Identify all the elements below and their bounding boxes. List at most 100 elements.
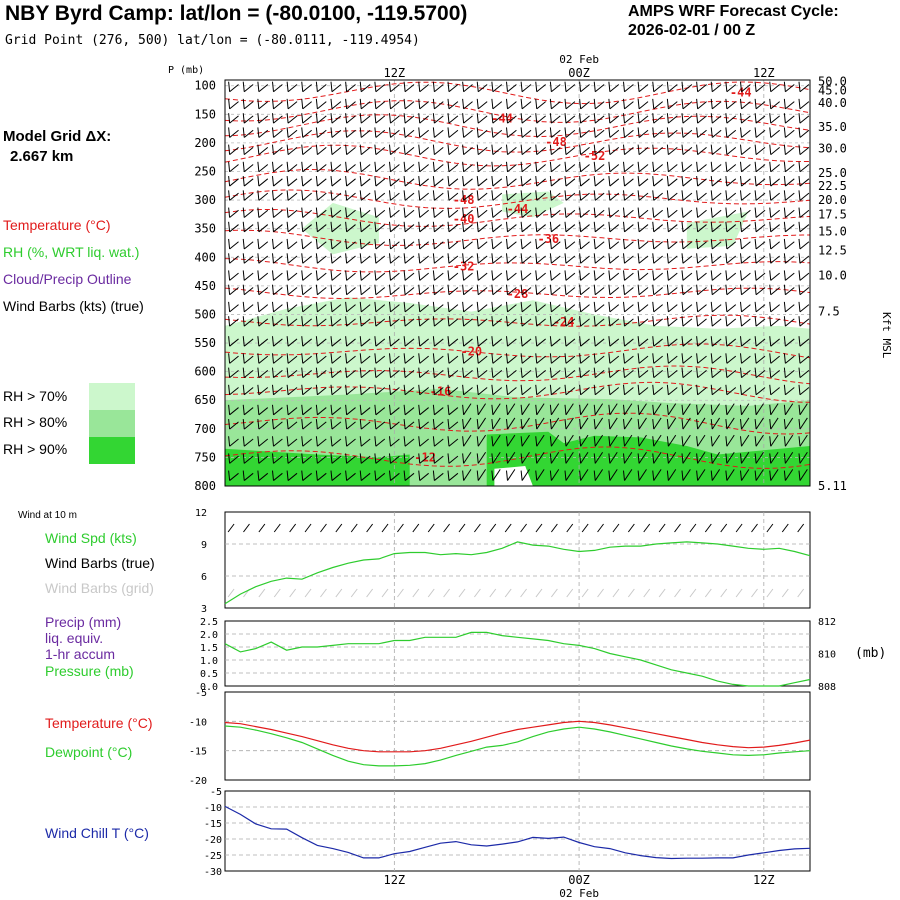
wind-barb-shaft [477, 255, 488, 264]
wind-barb-flag [403, 253, 406, 264]
wind-barb-flag [783, 176, 786, 187]
wind-barb-true [704, 523, 712, 533]
wind-barb [491, 403, 501, 416]
wind-barb-shaft [609, 417, 618, 430]
wind-barb-shaft [594, 146, 605, 156]
wind-barb-flag [388, 453, 391, 464]
wind-barb [710, 316, 722, 327]
wind-barb [783, 417, 794, 430]
wind-barb [432, 436, 444, 447]
wind-barb-flag [315, 404, 318, 415]
wind-barb-shaft [375, 421, 386, 430]
wind-barb [696, 469, 706, 481]
wind-barb [710, 301, 722, 313]
wind-barb-shaft [638, 417, 647, 430]
wind-barb-flag [754, 470, 757, 481]
wind-barb [228, 98, 239, 110]
wind-barb-shaft [668, 287, 678, 296]
isotherm-label: -28 [507, 287, 529, 301]
wind-barb-flag [301, 404, 304, 415]
wind-barb [725, 451, 735, 464]
wind-barb [462, 221, 473, 233]
wind-barb-flag [652, 470, 655, 481]
wind-barb-shaft [697, 469, 706, 481]
isotherm-line [224, 412, 811, 435]
wind-barb-shaft [390, 101, 400, 110]
wind-barb-shaft [667, 469, 677, 481]
wind-barb-shaft [463, 192, 473, 201]
wind-barb-shaft [741, 451, 750, 464]
wind-barb-flag [418, 316, 421, 327]
wind-barb-shaft [594, 209, 605, 218]
wind-barb [330, 144, 342, 156]
wind-barb [666, 403, 677, 416]
wind-barb-flag [564, 253, 567, 264]
wind-barb-flag [622, 336, 625, 347]
wind-barb-flag [710, 190, 713, 201]
wind-barb-shaft [536, 255, 546, 264]
wind-barb-shaft [375, 84, 386, 93]
wind-barb-flag [652, 221, 655, 232]
wind-barb [710, 221, 722, 233]
wind-barb [710, 270, 722, 281]
wind-barb-shaft [258, 164, 269, 173]
wind-barb [418, 419, 429, 430]
wind-barb-shaft [755, 451, 764, 464]
wind-barb-flag [769, 436, 772, 447]
wind-barb [374, 453, 386, 464]
wind-barb [681, 161, 693, 173]
wind-barb [783, 221, 795, 233]
wind-barb [637, 417, 647, 430]
wind-barb-shaft [492, 255, 503, 264]
wind-barb-flag [432, 190, 435, 201]
wind-barb-flag [315, 238, 318, 250]
wind-barb-shaft [375, 472, 386, 481]
wind-barb-flag [739, 453, 742, 464]
wind-barb-shaft [243, 272, 254, 281]
wind-barb-shaft [638, 403, 647, 416]
wind-barb-shaft [653, 355, 663, 364]
wind-barb-flag [403, 127, 406, 138]
wind-barb-shaft [331, 101, 342, 110]
wind-barb [228, 284, 239, 296]
wind-barb-shaft [565, 209, 576, 218]
wind-barb-shaft [638, 241, 649, 250]
wind-barb [301, 190, 312, 201]
wind-barb-shaft [594, 434, 604, 447]
wind-barb-flag [242, 144, 245, 155]
wind-barb [432, 470, 444, 481]
wind-barb [447, 301, 459, 313]
wind-barb-shaft [741, 209, 751, 218]
grid-point-info: Grid Point (276, 500) lat/lon = (-80.011… [5, 33, 420, 48]
wind-barb [579, 284, 590, 296]
wind-barb-shaft [594, 318, 605, 327]
wind-barb-flag [242, 419, 245, 430]
precip-liq-label: liq. equiv. [45, 630, 104, 646]
wind-barb-flag [622, 367, 625, 378]
wind-barb-flag [564, 81, 567, 92]
wind-barb-shaft [565, 451, 574, 464]
wind-barb-flag [520, 238, 523, 250]
wind-barb-true [735, 523, 743, 533]
wind-barb [798, 238, 810, 250]
wind-barb-flag [783, 113, 786, 124]
wind-barb-shaft [521, 451, 530, 464]
wind-barb-flag [783, 367, 786, 378]
wind-barb-shaft [536, 164, 546, 173]
wind-barb-flag [228, 238, 231, 250]
wind-barb [549, 207, 561, 218]
wind-barb-flag [652, 144, 655, 155]
wind-barb-shaft [448, 164, 459, 173]
wind-tick-label: 12 [195, 508, 207, 519]
wind-barb-flag [432, 81, 435, 92]
wind-barb [622, 417, 633, 430]
wind-barb-shaft [521, 164, 532, 173]
wind-barb-true [751, 523, 758, 533]
wind-barb [754, 238, 766, 250]
wind-barb [491, 161, 503, 173]
wind-barb-shaft [770, 241, 780, 250]
wind-barb-shaft [331, 164, 342, 173]
wind-barb-shaft [434, 287, 444, 296]
wind-barb [520, 301, 532, 313]
wind-barb-flag [476, 316, 479, 327]
